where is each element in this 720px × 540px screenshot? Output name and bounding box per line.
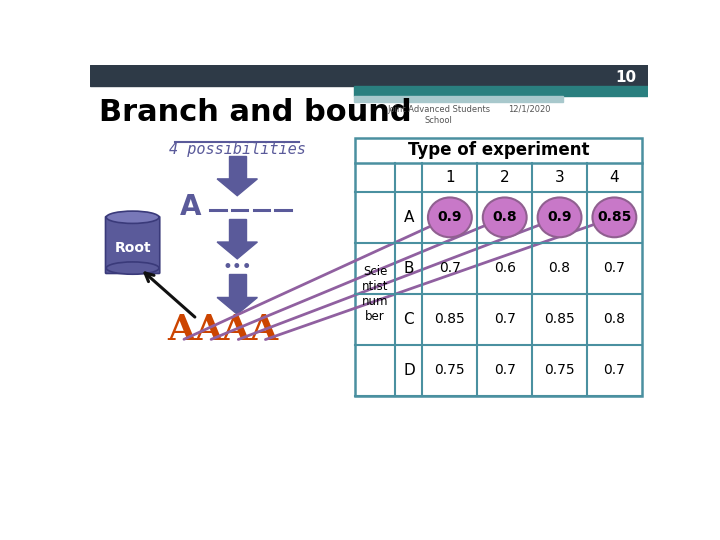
Bar [355, 138, 642, 396]
Ellipse shape [107, 262, 159, 274]
Bar [354, 96, 563, 102]
Text: 12/1/2020: 12/1/2020 [508, 105, 551, 114]
Ellipse shape [538, 198, 582, 237]
Text: 0.9: 0.9 [547, 211, 572, 224]
Text: 0.7: 0.7 [494, 312, 516, 326]
Text: 4 possibilities: 4 possibilities [168, 142, 306, 157]
Text: 0.7: 0.7 [439, 261, 461, 275]
Polygon shape [217, 242, 258, 259]
Text: Branch and bound: Branch and bound [99, 98, 412, 127]
Text: Type of experiment: Type of experiment [408, 141, 589, 159]
Text: 0.9: 0.9 [438, 211, 462, 224]
Text: 0.8: 0.8 [603, 312, 626, 326]
Text: 0.7: 0.7 [603, 363, 626, 377]
Bar [229, 274, 246, 298]
FancyBboxPatch shape [106, 217, 160, 273]
Text: 0.85: 0.85 [544, 312, 575, 326]
Text: Scie
ntist
num
ber: Scie ntist num ber [362, 265, 389, 323]
Text: 0.75: 0.75 [435, 363, 465, 377]
Text: 0.75: 0.75 [544, 363, 575, 377]
Text: A: A [180, 193, 202, 221]
Text: 3: 3 [554, 170, 564, 185]
Ellipse shape [107, 211, 159, 224]
Bar [229, 156, 246, 179]
Text: B: B [404, 261, 414, 276]
Text: A: A [222, 313, 250, 347]
Text: C: C [404, 312, 414, 327]
Bar [229, 219, 246, 242]
Text: 0.85: 0.85 [597, 211, 631, 224]
Ellipse shape [428, 198, 472, 237]
Ellipse shape [483, 198, 526, 237]
Text: A: A [167, 313, 196, 347]
Polygon shape [217, 298, 258, 314]
Text: 0.8: 0.8 [492, 211, 517, 224]
Bar [90, 65, 648, 86]
Text: 1: 1 [445, 170, 455, 185]
Text: 10: 10 [616, 70, 636, 85]
Bar [354, 86, 648, 96]
Text: 0.6: 0.6 [494, 261, 516, 275]
Text: A: A [404, 210, 414, 225]
Text: D: D [403, 363, 415, 378]
Text: Joint Advanced Students
School: Joint Advanced Students School [387, 105, 490, 125]
Text: Root: Root [114, 241, 151, 255]
Text: 0.8: 0.8 [549, 261, 570, 275]
Text: 0.7: 0.7 [603, 261, 626, 275]
Text: A: A [194, 313, 222, 347]
Text: A: A [249, 313, 277, 347]
Text: 4: 4 [610, 170, 619, 185]
Text: •••: ••• [222, 258, 252, 275]
Ellipse shape [593, 198, 636, 237]
Text: 0.85: 0.85 [434, 312, 465, 326]
Polygon shape [217, 179, 258, 195]
Text: 2: 2 [500, 170, 510, 185]
Text: 0.7: 0.7 [494, 363, 516, 377]
